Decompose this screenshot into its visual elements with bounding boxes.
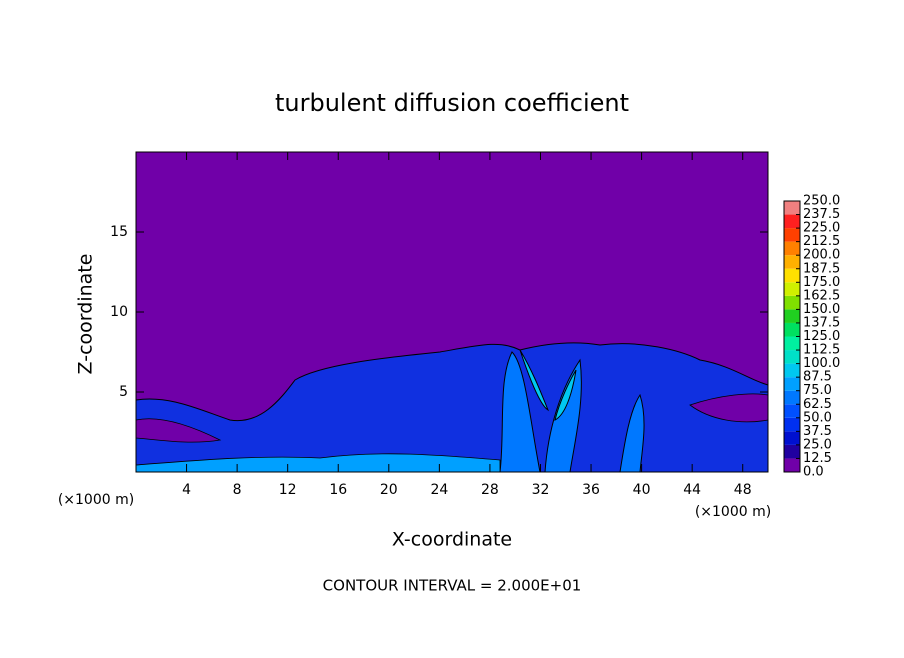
colorbar-bin [784,458,800,472]
colorbar-label: 137.5 [803,315,840,330]
y-tick-label: 5 [119,384,128,400]
x-tick-label: 20 [380,482,398,498]
x-unit-label: (×1000 m) [695,504,771,520]
colorbar-label: 250.0 [803,194,840,209]
colorbar-bin [784,336,800,351]
region-light [499,351,645,473]
colorbar-bin [784,350,800,364]
x-tick-label: 36 [582,482,600,498]
colorbar-bin [784,363,800,378]
colorbar-label: 100.0 [803,356,840,371]
colorbar-label: 237.5 [803,207,840,222]
colorbar-bin [784,309,800,323]
colorbar-label: 75.0 [803,383,832,398]
axes: 4 8 12 16 20 24 28 32 36 40 44 48510150.012.525.037… [110,151,840,498]
colorbar-label: 187.5 [803,261,840,276]
footnote: CONTOUR INTERVAL = 2.000E+01 [323,577,582,595]
colorbar-bin [784,282,800,296]
colorbar-label: 212.5 [803,234,840,249]
x-tick-label: 28 [481,482,499,498]
colorbar-bin [784,404,800,418]
colorbar-bin [784,377,800,391]
colorbar-label: 175.0 [803,275,840,290]
colorbar-label: 0.0 [803,465,824,480]
chart-title: turbulent diffusion coefficient [275,89,629,117]
y-tick-label: 10 [110,304,128,320]
region-cyan [519,349,577,421]
colorbar-bin [784,255,800,269]
colorbar-bin [784,241,800,256]
colorbar-label: 62.5 [803,397,832,412]
region-lowlayer [135,453,501,473]
x-tick-label: 48 [734,482,752,498]
colorbar-bin [784,417,800,432]
colorbar-label: 37.5 [803,424,832,439]
colorbar-bin [784,295,800,310]
x-tick-label: 40 [633,482,651,498]
x-tick-label: 44 [683,482,701,498]
colorbar-bin [784,201,800,215]
colorbar-label: 125.0 [803,329,840,344]
colorbar-label: 12.5 [803,451,832,466]
colorbar-bin [784,390,800,405]
x-tick-label: 12 [279,482,297,498]
colorbar-label: 225.0 [803,221,840,236]
colorbar-bin [784,214,800,229]
colorbar-label: 25.0 [803,437,832,452]
x-axis-label: X-coordinate [392,529,512,551]
x-tick-label: 32 [532,482,550,498]
region-blue [135,342,769,473]
colorbar-label: 200.0 [803,248,840,263]
x-tick-label: 24 [430,482,448,498]
turbulent-region [135,342,769,473]
colorbar-bin [784,228,800,242]
colorbar-label: 50.0 [803,410,832,425]
colorbar-label: 150.0 [803,302,840,317]
y-tick-label: 15 [110,224,128,240]
colorbar-bin [784,268,800,283]
x-tick-label: 4 [182,482,191,498]
colorbar-label: 162.5 [803,288,840,303]
x-tick-label: 8 [233,482,242,498]
x-unit-label: (×1000 m) [58,492,134,508]
colorbar-bin [784,322,800,337]
y-axis-label: Z-coordinate [75,254,97,375]
x-tick-label: 16 [329,482,347,498]
colorbar-bin [784,431,800,445]
colorbar-bin [784,444,800,459]
colorbar-label: 112.5 [803,343,840,358]
colorbar-label: 87.5 [803,370,832,385]
